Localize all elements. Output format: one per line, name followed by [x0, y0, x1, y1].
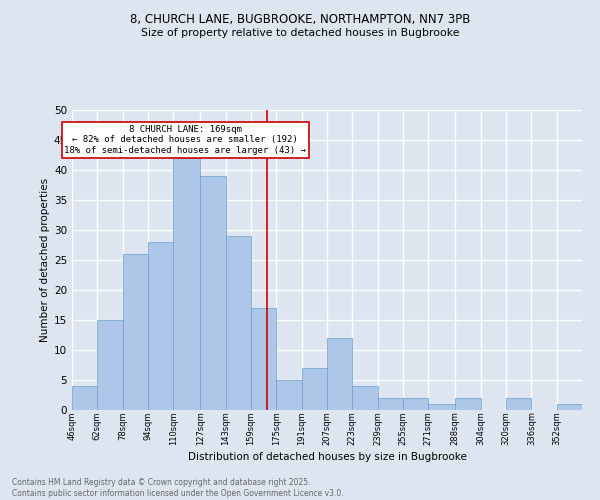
Text: Contains HM Land Registry data © Crown copyright and database right 2025.
Contai: Contains HM Land Registry data © Crown c… [12, 478, 344, 498]
Text: 8 CHURCH LANE: 169sqm
← 82% of detached houses are smaller (192)
18% of semi-det: 8 CHURCH LANE: 169sqm ← 82% of detached … [64, 125, 306, 155]
Text: Size of property relative to detached houses in Bugbrooke: Size of property relative to detached ho… [141, 28, 459, 38]
Bar [148, 242, 173, 410]
Bar [277, 380, 302, 410]
Bar [302, 368, 327, 410]
Bar [200, 176, 226, 410]
Bar [428, 404, 455, 410]
Bar [122, 254, 148, 410]
Bar [403, 398, 428, 410]
Bar [352, 386, 377, 410]
Bar [377, 398, 403, 410]
Y-axis label: Number of detached properties: Number of detached properties [40, 178, 50, 342]
Bar [327, 338, 352, 410]
Bar [455, 398, 481, 410]
Bar [251, 308, 277, 410]
Bar [72, 386, 97, 410]
Bar [226, 236, 251, 410]
Bar [97, 320, 122, 410]
Bar [557, 404, 582, 410]
Bar [173, 158, 200, 410]
Text: 8, CHURCH LANE, BUGBROOKE, NORTHAMPTON, NN7 3PB: 8, CHURCH LANE, BUGBROOKE, NORTHAMPTON, … [130, 12, 470, 26]
Bar [506, 398, 532, 410]
X-axis label: Distribution of detached houses by size in Bugbrooke: Distribution of detached houses by size … [188, 452, 466, 462]
